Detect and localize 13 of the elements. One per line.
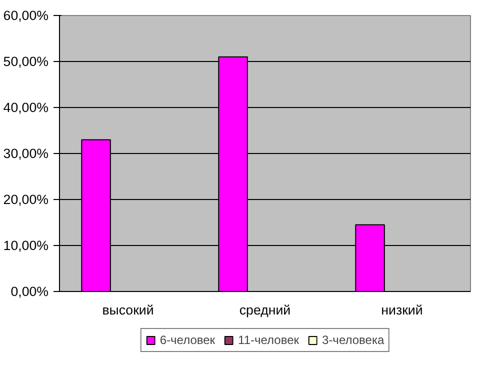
legend-label: 6-человек [160, 333, 216, 347]
legend-label: 3-человека [322, 333, 384, 347]
x-tick-label: средний [239, 302, 291, 318]
y-tick-label: 10,00% [3, 238, 49, 253]
y-tick-label: 20,00% [3, 192, 49, 207]
y-tick-label: 40,00% [3, 100, 49, 115]
y-tick-label: 0,00% [10, 284, 49, 299]
y-tick-label: 30,00% [3, 146, 49, 161]
x-tick-label: низкий [381, 302, 423, 318]
legend-label: 11-человек [238, 333, 300, 347]
y-tick-label: 50,00% [3, 54, 49, 69]
x-tick-label: высокий [102, 302, 154, 318]
y-tick-label: 60,00% [3, 8, 49, 23]
